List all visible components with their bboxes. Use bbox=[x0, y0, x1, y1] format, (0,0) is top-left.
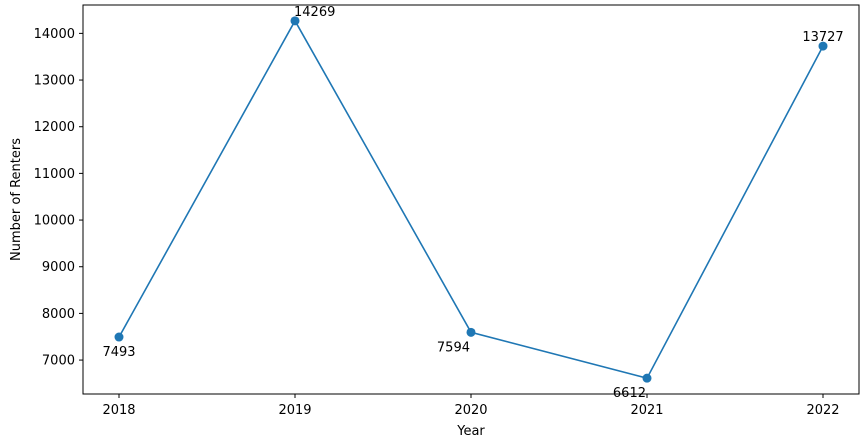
y-tick-label: 11000 bbox=[34, 167, 75, 182]
data-labels: 7493 14269 7594 6612 13727 bbox=[102, 5, 843, 401]
data-label: 13727 bbox=[802, 30, 843, 45]
y-axis-label: Number of Renters bbox=[9, 138, 24, 261]
y-tick-label: 13000 bbox=[34, 74, 75, 89]
y-axis: 7000 8000 9000 10000 11000 12000 13000 14000 bbox=[34, 27, 83, 369]
x-axis-label: Year bbox=[456, 424, 485, 439]
data-point bbox=[466, 327, 476, 337]
y-tick-label: 14000 bbox=[34, 27, 75, 42]
y-tick-label: 7000 bbox=[42, 354, 75, 369]
y-tick-label: 9000 bbox=[42, 260, 75, 275]
y-tick-label: 12000 bbox=[34, 120, 75, 135]
data-point bbox=[114, 332, 124, 342]
data-label: 14269 bbox=[294, 5, 335, 20]
data-point bbox=[290, 16, 300, 26]
x-tick-label: 2020 bbox=[454, 403, 487, 418]
data-label: 7594 bbox=[437, 340, 470, 355]
x-tick-label: 2019 bbox=[278, 403, 311, 418]
series-markers bbox=[114, 16, 828, 383]
x-tick-label: 2022 bbox=[806, 403, 839, 418]
y-tick-label: 8000 bbox=[42, 307, 75, 322]
x-tick-label: 2018 bbox=[102, 403, 135, 418]
data-point bbox=[642, 373, 652, 383]
x-tick-label: 2021 bbox=[630, 403, 663, 418]
data-label: 7493 bbox=[102, 345, 135, 360]
data-label: 6612 bbox=[613, 386, 646, 401]
data-point bbox=[818, 41, 828, 51]
y-tick-label: 10000 bbox=[34, 214, 75, 229]
x-axis: 2018 2019 2020 2021 2022 bbox=[102, 394, 840, 418]
